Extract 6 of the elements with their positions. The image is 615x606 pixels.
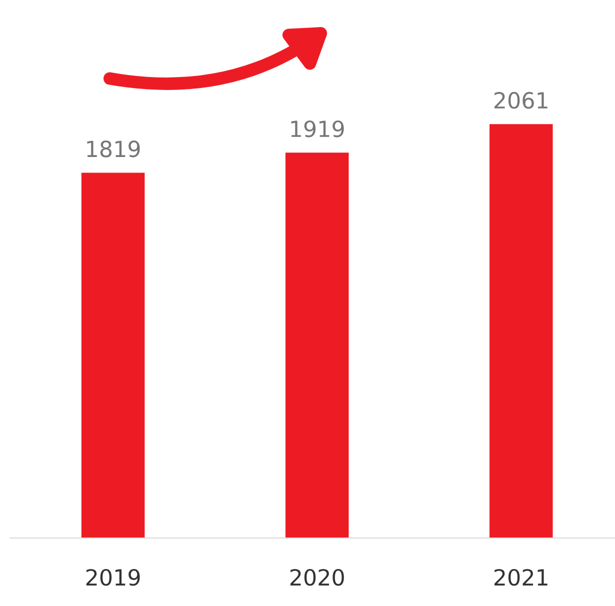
data-label: 1819 <box>87 140 140 158</box>
data-label: 1919 <box>291 120 344 138</box>
x-tick-label: 2019 <box>86 568 140 586</box>
x-tick-label: 2021 <box>494 568 548 586</box>
x-tick-label: 2020 <box>290 568 344 586</box>
data-label: 2061 <box>494 92 548 109</box>
